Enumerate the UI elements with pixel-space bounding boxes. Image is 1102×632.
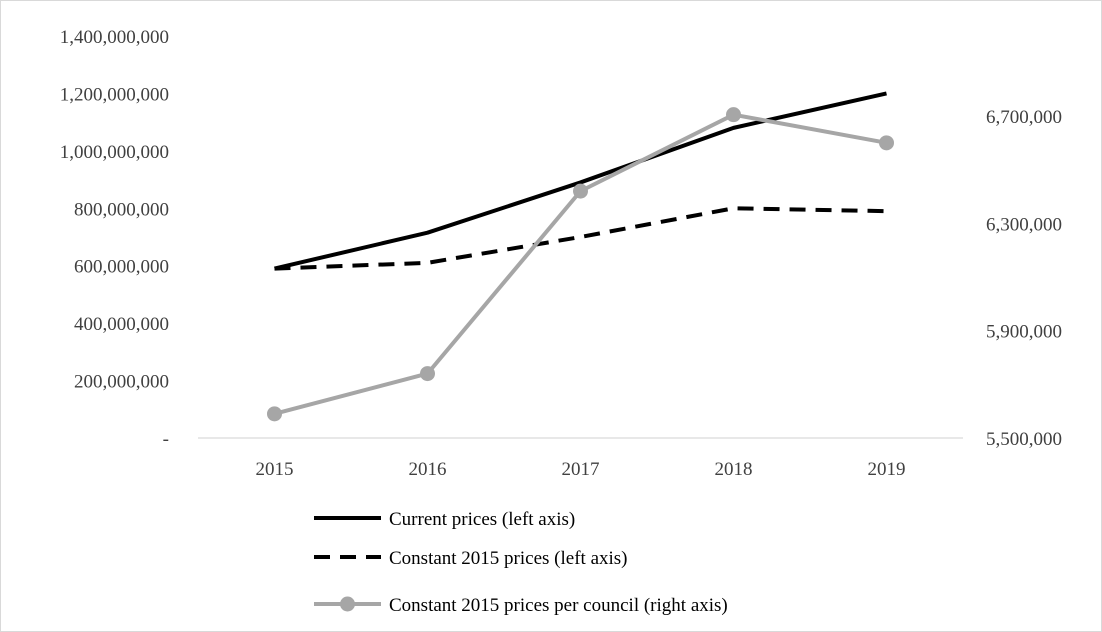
series-3-point [726, 107, 741, 123]
series-3-point [267, 406, 282, 422]
left-axis-tick-label: - [163, 429, 169, 450]
series-3-point [879, 135, 894, 151]
left-axis-tick-label: 400,000,000 [74, 314, 169, 335]
left-axis-tick-label: 600,000,000 [74, 257, 169, 278]
series-line-2 [274, 206, 887, 271]
series-3-point [420, 366, 435, 382]
left-axis-tick-label: 1,000,000,000 [60, 142, 169, 163]
left-axis-tick-label: 1,200,000,000 [60, 84, 169, 105]
x-axis-tick-label: 2018 [715, 459, 753, 480]
left-axis-tick-label: 800,000,000 [74, 199, 169, 220]
right-axis-tick-label: 5,900,000 [986, 322, 1062, 343]
x-axis-tick-label: 2017 [562, 459, 600, 480]
left-axis-tick-label: 200,000,000 [74, 372, 169, 393]
left-axis-tick-label: 1,400,000,000 [60, 27, 169, 48]
legend-label-2: Constant 2015 prices (left axis) [389, 548, 628, 569]
legend-label-3: Constant 2015 prices per council (right … [389, 595, 728, 616]
legend-marker-3 [340, 596, 355, 612]
legend-label-1: Current prices (left axis) [389, 509, 575, 530]
right-axis-tick-label: 6,300,000 [986, 214, 1062, 235]
series-3-point [573, 183, 588, 199]
x-axis-tick-label: 2015 [256, 459, 294, 480]
right-axis-tick-label: 6,700,000 [986, 107, 1062, 128]
x-axis-tick-label: 2019 [868, 459, 906, 480]
x-axis-tick-label: 2016 [409, 459, 447, 480]
series-line-1 [274, 91, 887, 271]
right-axis-tick-label: 5,500,000 [986, 429, 1062, 450]
